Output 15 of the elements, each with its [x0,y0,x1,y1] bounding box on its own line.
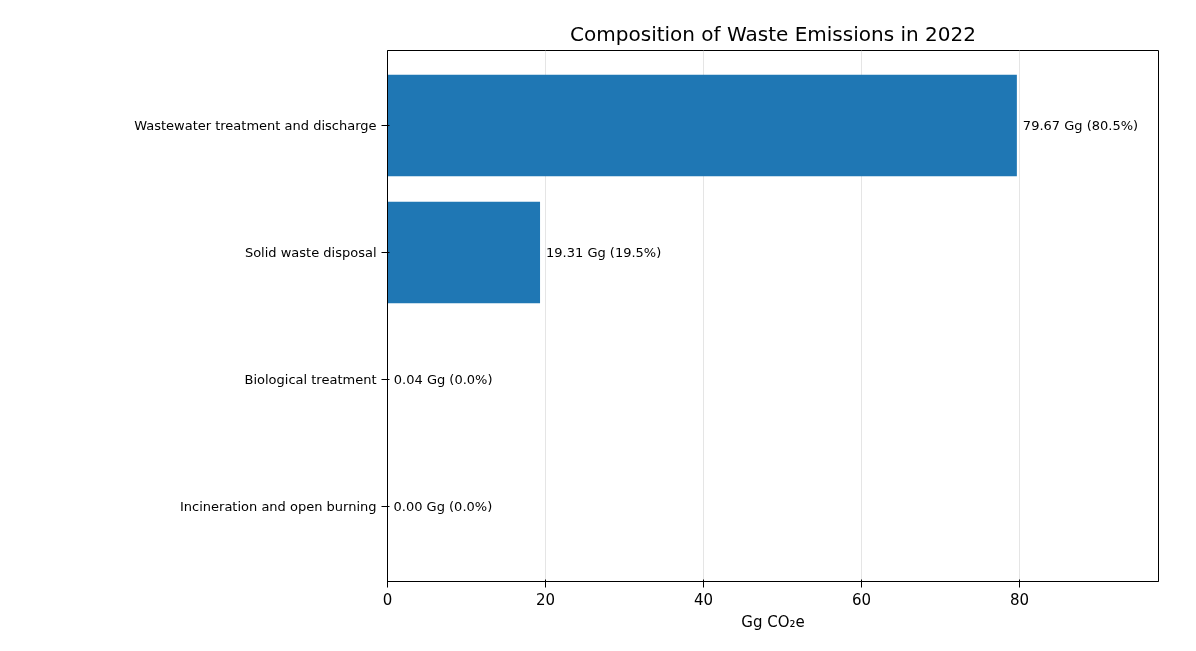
x-tick-label: 40 [693,590,714,609]
x-tick-label: 80 [1009,590,1030,609]
y-tick-label: Biological treatment [244,372,377,388]
data-label: 19.31 Gg (19.5%) [546,244,662,260]
x-tick-label: 60 [851,590,872,609]
y-tick-label: Wastewater treatment and discharge [134,117,377,133]
x-tick-label: 20 [535,590,556,609]
data-label: 0.04 Gg (0.0%) [393,372,493,388]
data-label: 0.00 Gg (0.0%) [393,499,493,515]
y-tick-label: Incineration and open burning [179,499,377,515]
y-tick-label: Solid waste disposal [244,244,377,260]
x-axis-title: Gg CO₂e [741,612,805,631]
chart-title: Composition of Waste Emissions in 2022 [570,21,976,46]
x-tick-label: 0 [382,590,393,609]
data-label: 79.67 Gg (80.5%) [1022,117,1139,133]
